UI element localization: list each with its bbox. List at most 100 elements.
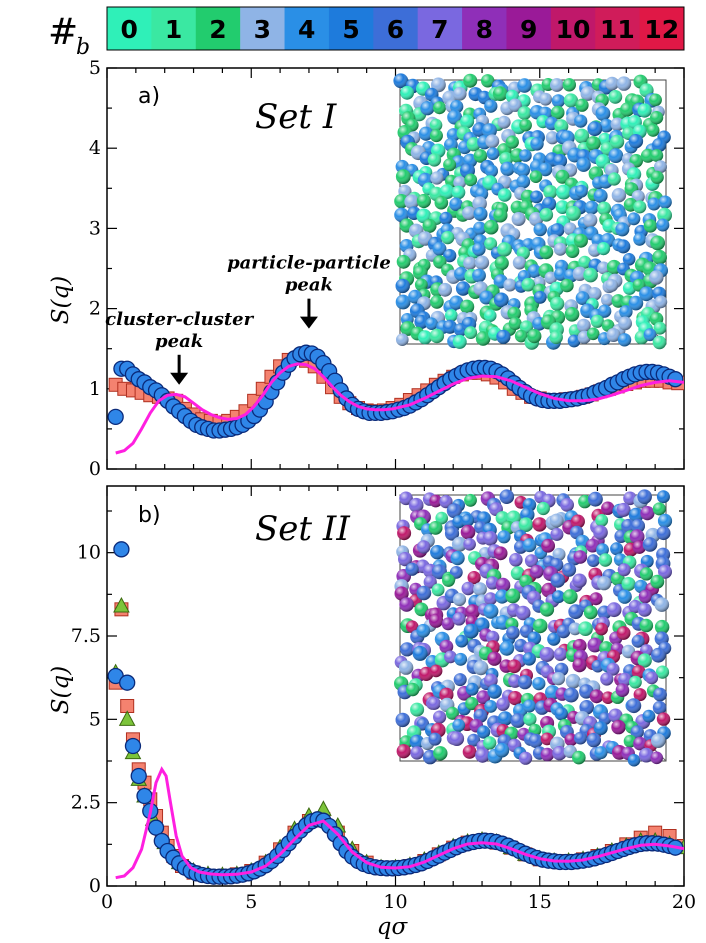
inset-particle-shade — [400, 642, 415, 657]
inset-particle-shade — [574, 731, 587, 745]
inset-particle-shade — [445, 706, 459, 720]
inset-particle-shade — [621, 518, 636, 534]
inset-particle-shade — [473, 207, 488, 221]
inset-particle-shade — [455, 634, 469, 648]
inset-particle-shade — [555, 169, 570, 184]
inset-particle-shade — [522, 652, 536, 666]
inset-particle-shade — [593, 188, 608, 203]
inset-particle-shade — [654, 160, 667, 174]
inset-particle-shade — [608, 708, 623, 723]
inset-particle-shade — [487, 651, 502, 666]
inset-particle-shade — [493, 208, 508, 223]
inset-particle-shade — [562, 589, 578, 605]
inset-particle-shade — [550, 105, 565, 120]
colorbar-frame — [106, 6, 685, 51]
inset-particle-shade — [556, 624, 571, 639]
inset-particle-shade — [610, 542, 624, 556]
inset-particle-shade — [484, 592, 498, 606]
panel-a-title: Set I — [255, 97, 337, 137]
y-tick-label: 0 — [89, 875, 101, 897]
inset-particle-shade — [620, 102, 635, 117]
colorbar-cell — [639, 7, 685, 50]
inset-particle-shade — [472, 196, 487, 211]
inset-particle-shade — [461, 514, 475, 527]
inset-particle-shade — [570, 514, 585, 529]
inset-particle-shade — [396, 744, 411, 759]
inset-particle-shade — [443, 249, 457, 263]
inset-particle-shade — [507, 306, 521, 321]
colorbar-cell — [284, 7, 330, 50]
inset-particle-shade — [616, 626, 631, 640]
inset-particle-shade — [637, 489, 652, 505]
inset-particle-shade — [574, 114, 588, 128]
inset-particle-shade — [532, 618, 548, 634]
inset-particle-shade — [565, 205, 581, 221]
inset-particle-shade — [508, 317, 522, 330]
x-tick-label: 15 — [528, 891, 552, 913]
inset-particle-shade — [539, 92, 552, 106]
inset-particle-shade — [431, 583, 445, 597]
inset-particle-shade — [515, 605, 531, 621]
inset-particle-shade — [517, 675, 533, 690]
panel-b-ylabel: S(q) — [48, 666, 74, 714]
inset-particle-shade — [439, 495, 453, 509]
inset-particle-shade — [443, 158, 457, 172]
inset-particle-shade — [497, 188, 512, 202]
panel-a-inset-snapshot — [393, 73, 672, 350]
inset-particle-shade — [631, 665, 646, 679]
inset-particle-shade — [524, 554, 539, 568]
inset-particle-shade — [464, 173, 478, 187]
inset-particle-shade — [521, 277, 535, 292]
inset-particle-shade — [400, 85, 414, 100]
inset-particle-shade — [588, 287, 602, 301]
panel-b-inset-snapshot — [394, 489, 673, 767]
inset-particle-shade — [519, 149, 532, 162]
inset-particle-shade — [623, 491, 637, 506]
data-point-circle — [147, 819, 165, 836]
inset-particle-shade — [580, 86, 596, 101]
inset-particle-shade — [497, 530, 511, 544]
data-point-triangle — [118, 710, 136, 726]
annotation-arrow-head — [170, 372, 189, 385]
inset-particle-shade — [567, 334, 581, 348]
inset-particle-shade — [430, 545, 445, 560]
inset-particle-shade — [406, 682, 420, 697]
inset-particle-shade — [393, 73, 409, 89]
inset-particle-shade — [575, 291, 590, 305]
inset-particle-shade — [423, 575, 437, 589]
inset-particle-shade — [598, 553, 613, 567]
inset-particle-shade — [565, 244, 580, 258]
inset-particle-shade — [654, 597, 670, 612]
inset-particle-shade — [654, 619, 670, 635]
panel-a-data — [107, 344, 684, 455]
inset-particle-shade — [395, 278, 410, 294]
colorbar-label: 9 — [520, 15, 537, 44]
inset-particle-shade — [605, 279, 619, 292]
colorbar-cell — [195, 7, 241, 50]
inset-particle-shade — [536, 501, 550, 516]
inset-particle-shade — [608, 148, 624, 164]
inset-particle-shade — [452, 592, 467, 607]
inset-particle-shade — [522, 699, 536, 713]
inset-particle-shade — [428, 521, 443, 535]
inset-particle-shade — [451, 536, 467, 552]
inset-particle-shade — [587, 554, 600, 567]
inset-particle-shade — [563, 687, 579, 703]
inset-particle-shade — [618, 316, 632, 331]
inset-particle-shade — [429, 118, 443, 132]
panel-b-tag: b) — [138, 503, 161, 528]
inset-particle-shade — [409, 734, 425, 749]
inset-particle-shade — [653, 321, 667, 335]
colorbar-cell — [240, 7, 286, 50]
inset-particle-shade — [473, 149, 488, 163]
inset-particle-shade — [433, 101, 446, 115]
inset-particle-shade — [608, 90, 623, 104]
inset-particle-shade — [467, 733, 481, 747]
inset-particle-shade — [633, 200, 647, 214]
inset-particle-shade — [572, 750, 586, 765]
inset-particle-shade — [487, 684, 502, 699]
inset-particle-shade — [430, 171, 444, 185]
inset-particle-shade — [412, 645, 428, 661]
inset-particle-shade — [464, 493, 477, 507]
inset-particle-shade — [601, 501, 615, 515]
